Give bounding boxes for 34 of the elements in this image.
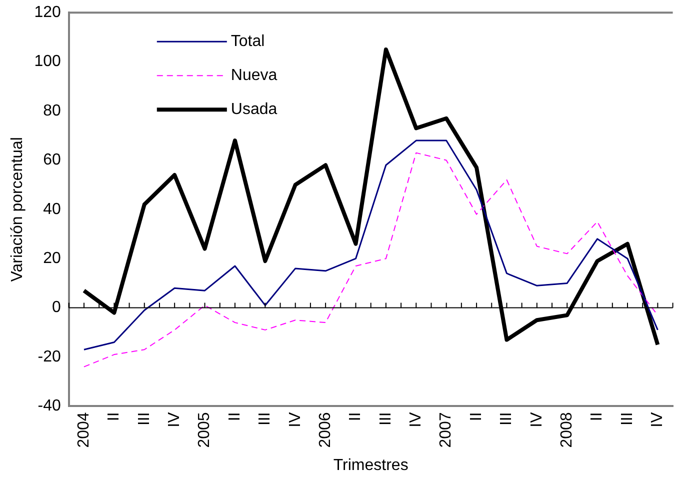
x-tick-label: II (588, 412, 606, 422)
x-tick-label: 2007 (438, 412, 455, 448)
x-tick-label: II (106, 412, 123, 422)
x-tick-label: III (618, 412, 636, 426)
x-tick-label: IV (166, 412, 183, 428)
x-tick-label: 2008 (558, 412, 576, 448)
x-tick-label: IV (528, 412, 546, 428)
x-tick-label: III (256, 412, 274, 426)
x-axis-title: Trimestres (333, 456, 408, 474)
legend-label: Total (230, 33, 265, 50)
y-tick-label: 0 (52, 299, 61, 316)
x-tick-label: IV (408, 412, 425, 428)
x-tick-label: II (226, 412, 244, 422)
x-tick-label: III (498, 412, 516, 426)
y-tick-label: 80 (43, 102, 61, 120)
x-tick-label: 2004 (75, 412, 92, 448)
x-tick-label: III (377, 412, 394, 426)
x-tick-label: II (468, 412, 485, 422)
x-tick-label: 2006 (316, 412, 334, 448)
legend-label: Nueva (230, 67, 278, 84)
y-tick-label: 100 (34, 53, 61, 70)
y-tick-label: 20 (43, 250, 61, 268)
y-tick-label: -20 (38, 348, 61, 366)
x-tick-label: IV (649, 412, 666, 428)
y-axis-title: Variación porcentual (9, 137, 26, 282)
x-tick-label: II (347, 412, 364, 422)
y-tick-label: 40 (43, 200, 61, 218)
x-tick-label: III (136, 412, 153, 426)
legend-label: Usada (230, 101, 278, 118)
y-tick-label: -40 (38, 398, 61, 415)
x-tick-label: IV (286, 412, 304, 428)
y-tick-label: 60 (43, 152, 61, 169)
x-tick-label: 2005 (196, 412, 214, 448)
y-tick-label: 120 (34, 4, 61, 22)
